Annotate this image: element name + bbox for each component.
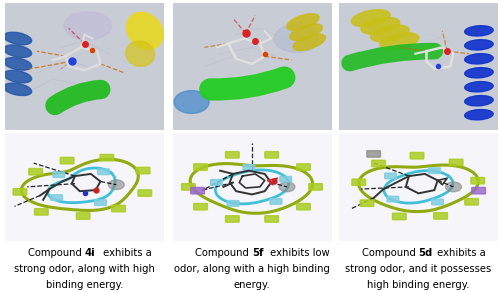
Ellipse shape [126,12,164,49]
Ellipse shape [279,182,295,192]
Text: 5f: 5f [252,248,264,258]
FancyBboxPatch shape [191,187,204,194]
Ellipse shape [126,41,154,66]
Ellipse shape [174,91,209,113]
Text: strong odor, and it possesses: strong odor, and it possesses [346,264,492,274]
FancyBboxPatch shape [226,152,239,158]
FancyBboxPatch shape [227,201,239,206]
Text: odor, along with a high binding: odor, along with a high binding [174,264,330,274]
FancyBboxPatch shape [13,189,27,195]
Text: high binding energy.: high binding energy. [367,280,470,290]
FancyBboxPatch shape [112,205,126,212]
FancyBboxPatch shape [428,168,440,173]
Ellipse shape [464,26,493,36]
Ellipse shape [464,40,493,50]
FancyBboxPatch shape [98,169,110,175]
FancyBboxPatch shape [51,195,62,200]
FancyBboxPatch shape [243,165,254,170]
Text: Compound: Compound [28,248,84,258]
Ellipse shape [293,34,326,51]
FancyBboxPatch shape [432,199,444,205]
FancyBboxPatch shape [34,208,48,215]
Text: 4i: 4i [84,248,95,258]
Ellipse shape [464,110,493,120]
FancyBboxPatch shape [472,187,486,194]
FancyBboxPatch shape [226,216,239,222]
Ellipse shape [464,81,493,92]
Text: Compound: Compound [362,248,418,258]
Ellipse shape [4,32,32,45]
FancyBboxPatch shape [296,164,310,170]
Ellipse shape [464,68,493,78]
Text: exhibits a: exhibits a [100,248,152,258]
FancyBboxPatch shape [210,180,222,185]
Ellipse shape [64,12,112,40]
Ellipse shape [4,70,32,83]
FancyArrowPatch shape [210,78,284,89]
Ellipse shape [4,45,32,58]
FancyBboxPatch shape [367,151,380,157]
FancyBboxPatch shape [392,213,406,220]
FancyBboxPatch shape [53,172,64,178]
FancyArrowPatch shape [350,51,435,63]
Ellipse shape [370,25,409,42]
FancyBboxPatch shape [182,184,195,190]
FancyBboxPatch shape [270,199,282,204]
Text: exhibits low: exhibits low [268,248,330,258]
FancyBboxPatch shape [384,173,396,179]
FancyBboxPatch shape [138,190,151,196]
FancyBboxPatch shape [94,200,106,206]
FancyBboxPatch shape [360,200,374,206]
Ellipse shape [361,17,400,34]
Text: 5d: 5d [418,248,433,258]
FancyBboxPatch shape [434,213,448,219]
FancyBboxPatch shape [60,157,74,164]
Text: energy.: energy. [234,280,270,290]
Ellipse shape [352,10,390,27]
FancyArrowPatch shape [55,89,101,105]
FancyBboxPatch shape [100,154,114,161]
FancyBboxPatch shape [265,216,278,222]
Text: binding energy.: binding energy. [46,280,123,290]
FancyBboxPatch shape [280,176,291,182]
FancyBboxPatch shape [387,196,399,202]
Ellipse shape [380,33,419,49]
FancyBboxPatch shape [76,213,90,219]
Ellipse shape [274,25,319,53]
Text: Compound: Compound [195,248,252,258]
FancyBboxPatch shape [352,179,366,185]
Ellipse shape [464,95,493,106]
FancyBboxPatch shape [464,199,478,205]
Ellipse shape [4,58,32,70]
FancyBboxPatch shape [136,167,150,174]
FancyBboxPatch shape [296,204,310,210]
Ellipse shape [464,54,493,64]
FancyBboxPatch shape [372,160,386,167]
Text: strong odor, along with high: strong odor, along with high [14,264,155,274]
Ellipse shape [286,14,319,30]
FancyBboxPatch shape [29,168,42,175]
FancyBboxPatch shape [309,184,322,190]
Ellipse shape [446,182,462,192]
Ellipse shape [290,24,322,40]
Ellipse shape [4,83,32,95]
FancyBboxPatch shape [410,152,424,159]
FancyBboxPatch shape [194,204,207,210]
FancyBboxPatch shape [265,152,278,158]
FancyBboxPatch shape [194,164,207,170]
Ellipse shape [108,180,124,190]
Text: exhibits a: exhibits a [434,248,486,258]
FancyBboxPatch shape [471,178,484,184]
FancyBboxPatch shape [450,159,463,166]
